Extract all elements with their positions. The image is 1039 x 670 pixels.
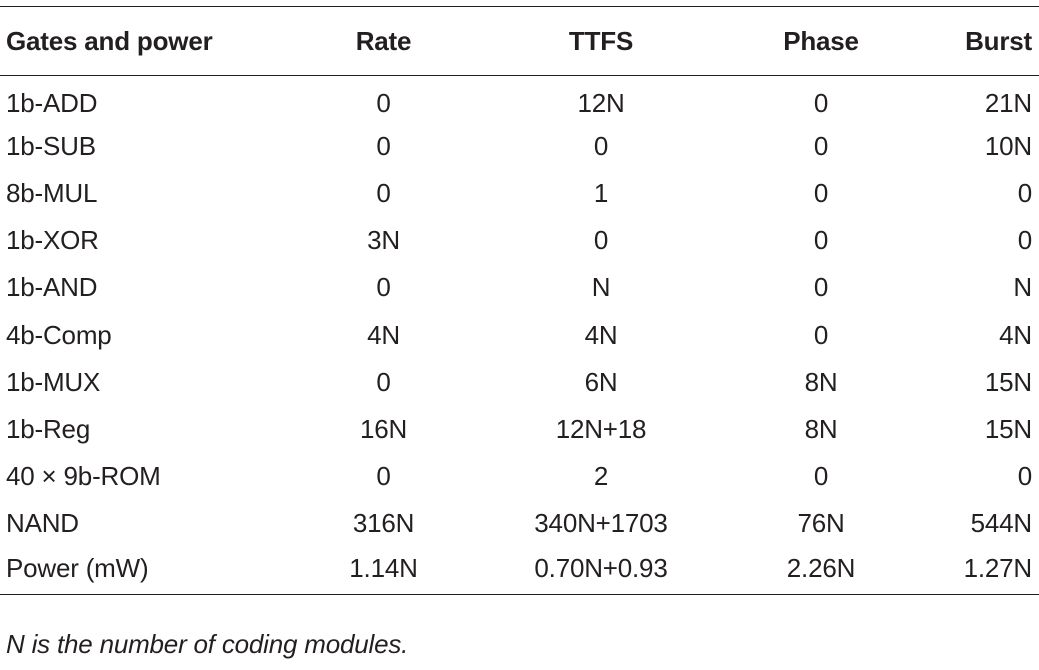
- cell-ttfs: 340N+1703: [534, 508, 668, 539]
- cell-burst: 15N: [984, 366, 1032, 397]
- table-row: NAND 316N 340N+1703 76N 544N: [0, 500, 1039, 547]
- cell-ttfs: 0: [593, 130, 609, 161]
- header-burst: Burst: [901, 6, 1039, 76]
- cell-phase: 76N: [797, 508, 845, 539]
- data-table: Gates and power Rate TTFS Phase Burst 1b…: [0, 6, 1039, 596]
- cell-phase: 8N: [804, 413, 838, 444]
- cell-burst: 4N: [999, 319, 1032, 350]
- cell-phase: 0: [813, 319, 829, 350]
- cell-phase: 0: [813, 272, 829, 303]
- cell-rate: 16N: [359, 413, 408, 444]
- header-row: Gates and power Rate TTFS Phase Burst: [0, 6, 1039, 76]
- table-row: 40 × 9b-ROM 0 2 0 0: [0, 453, 1039, 500]
- cell-rate: 0: [376, 461, 391, 492]
- cell-ttfs: 1: [593, 177, 609, 208]
- cell-ttfs: N: [591, 272, 611, 303]
- cell-ttfs: 0: [593, 225, 609, 256]
- cell-burst: N: [1013, 272, 1032, 303]
- cell-ttfs: 4N: [584, 319, 618, 350]
- cell-ttfs: 12N: [577, 87, 625, 118]
- cell-ttfs: 6N: [584, 366, 618, 397]
- cell-gate: 1b-MUX: [6, 366, 101, 397]
- cell-rate: 0: [376, 130, 391, 161]
- cell-burst: 0: [1017, 461, 1032, 492]
- cell-rate: 316N: [352, 508, 415, 539]
- header-ttfs: TTFS: [461, 6, 741, 76]
- table-row: 4b-Comp 4N 4N 0 4N: [0, 311, 1039, 358]
- table-row: Power (mW) 1.14N 0.70N+0.93 2.26N 1.27N: [0, 547, 1039, 596]
- table-body: 1b-ADD 0 12N 0 21N 1b-SUB 0 0 0 10N 8b-M…: [0, 76, 1039, 596]
- cell-burst: 0: [1017, 225, 1032, 256]
- cell-gate: 8b-MUL: [6, 177, 98, 208]
- cell-rate: 4N: [367, 319, 400, 350]
- table-row: 8b-MUL 0 1 0 0: [0, 170, 1039, 217]
- cell-rate: 0: [376, 272, 391, 303]
- cell-rate: 0: [376, 366, 391, 397]
- cell-rate: 0: [376, 177, 391, 208]
- cell-phase: 0: [813, 225, 829, 256]
- cell-burst: 10N: [984, 130, 1032, 161]
- table-row: 1b-XOR 3N 0 0 0: [0, 217, 1039, 264]
- cell-phase: 8N: [804, 366, 838, 397]
- cell-rate: 0: [376, 87, 391, 118]
- cell-gate: Power (mW): [0, 547, 306, 596]
- cell-phase: 0: [813, 177, 829, 208]
- header-gates-and-power: Gates and power: [0, 6, 306, 76]
- cell-ttfs: 0.70N+0.93: [461, 547, 741, 596]
- cell-phase: 0: [813, 461, 829, 492]
- table-row: 1b-MUX 0 6N 8N 15N: [0, 359, 1039, 406]
- cell-phase: 0: [813, 87, 829, 118]
- cell-gate: 1b-AND: [6, 272, 98, 303]
- cell-ttfs: 12N+18: [555, 413, 647, 444]
- cell-phase: 0: [813, 130, 829, 161]
- cell-burst: 0: [1017, 177, 1032, 208]
- cell-gate: 4b-Comp: [6, 319, 112, 350]
- header-phase: Phase: [741, 6, 901, 76]
- table-row: 1b-Reg 16N 12N+18 8N 15N: [0, 406, 1039, 453]
- table-footnote: N is the number of coding modules.: [6, 629, 409, 659]
- cell-gate: 1b-ADD: [6, 87, 98, 118]
- cell-burst: 21N: [984, 87, 1032, 118]
- cell-phase: 2.26N: [741, 547, 901, 596]
- cell-gate: NAND: [6, 508, 79, 539]
- cell-gate: 1b-Reg: [6, 413, 91, 444]
- cell-gate: 1b-XOR: [6, 225, 99, 256]
- cell-rate: 3N: [367, 225, 400, 256]
- cell-burst: 15N: [984, 413, 1032, 444]
- cell-burst: 1.27N: [901, 547, 1039, 596]
- cell-gate: 1b-SUB: [6, 130, 96, 161]
- header-rate: Rate: [306, 6, 461, 76]
- cell-burst: 544N: [970, 508, 1033, 539]
- cell-rate: 1.14N: [306, 547, 461, 596]
- table-header: Gates and power Rate TTFS Phase Burst: [0, 6, 1039, 76]
- cell-gate: 40 × 9b-ROM: [6, 461, 161, 492]
- table-row: 1b-SUB 0 0 0 10N: [0, 123, 1039, 170]
- table-row: 1b-ADD 0 12N 0 21N: [0, 76, 1039, 123]
- table-row: 1b-AND 0 N 0 N: [0, 264, 1039, 311]
- cell-ttfs: 2: [593, 461, 609, 492]
